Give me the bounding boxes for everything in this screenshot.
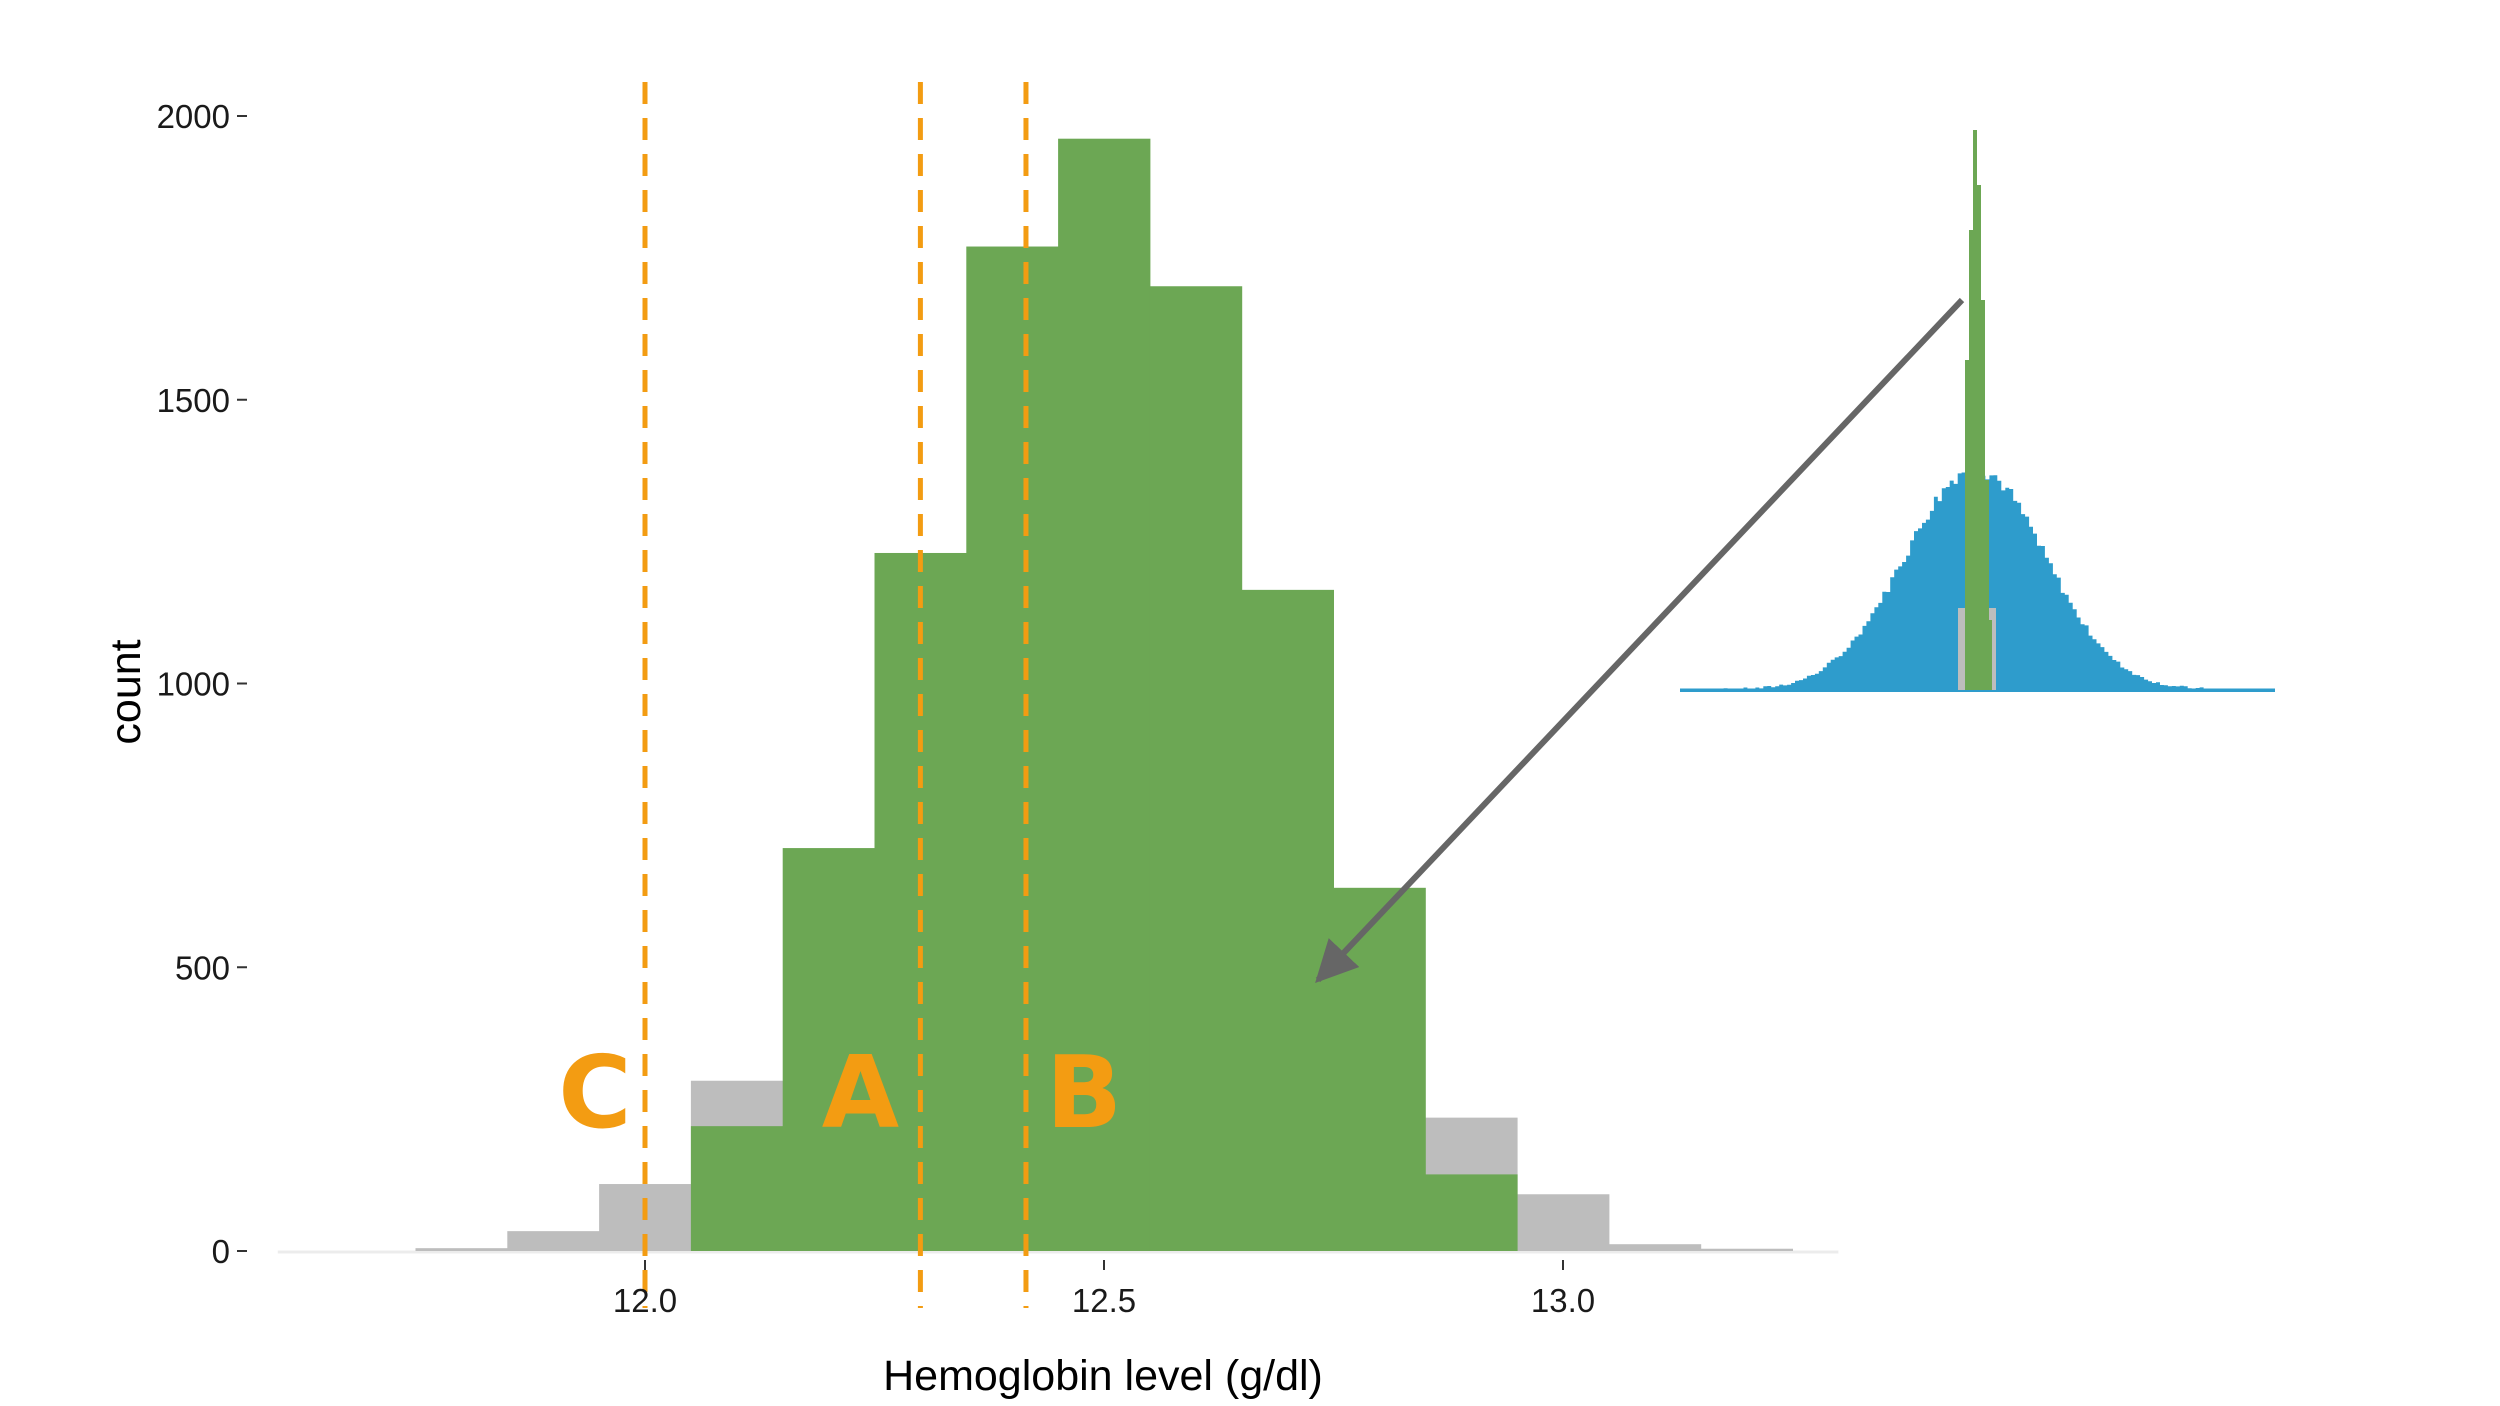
inset-sample-bar	[1985, 480, 1989, 690]
pointer-arrow	[1315, 297, 1965, 984]
inset-sample-bar	[1973, 130, 1977, 690]
inset-sample-bar	[1981, 300, 1985, 690]
inset-sample-bar	[1989, 620, 1992, 690]
reference-label-b: B	[1046, 1034, 1122, 1151]
bar-series1-bin8	[1425, 1174, 1518, 1251]
bar-series1-bin5	[1149, 286, 1243, 1251]
bar-series1-bin6	[1241, 589, 1334, 1251]
y-tick-label: 0	[212, 1233, 230, 1270]
bar-series0-bin7	[1700, 1248, 1793, 1251]
y-tick-label: 2000	[157, 98, 230, 135]
y-axis-title: count	[102, 639, 150, 744]
bar-series0-bin0	[415, 1248, 508, 1251]
inset-sample-bar	[1969, 230, 1973, 690]
bar-series1-bin1	[782, 848, 875, 1251]
bar-series1-bin4	[1058, 138, 1151, 1252]
bar-series1-bin3	[966, 246, 1059, 1251]
inset-distribution	[1680, 130, 2275, 692]
arrow-layer	[1315, 297, 1965, 984]
reference-label-a: A	[822, 1034, 899, 1151]
bar-series0-bin5	[1517, 1194, 1610, 1251]
inset-sample-bar	[1977, 185, 1981, 690]
reference-label-c: C	[558, 1034, 631, 1151]
y-tick-label: 1000	[157, 666, 230, 703]
bar-series1-bin0	[690, 1126, 784, 1251]
y-tick-label: 1500	[157, 382, 230, 419]
x-tick-label: 12.0	[613, 1282, 677, 1319]
inset-sample-bar	[1965, 360, 1969, 690]
x-tick-label: 12.5	[1072, 1282, 1136, 1319]
axes-layer: 12.0 12.5 13.0 0 500 1000 1500 2000	[157, 98, 1596, 1319]
x-axis-title: Hemoglobin level (g/dl)	[883, 1352, 1323, 1400]
x-tick-label: 13.0	[1531, 1282, 1595, 1319]
bar-series0-bin6	[1608, 1244, 1702, 1251]
y-tick-label: 500	[175, 949, 230, 986]
bar-series1-bin7	[1333, 887, 1426, 1251]
bar-series0-bin1	[507, 1231, 600, 1251]
